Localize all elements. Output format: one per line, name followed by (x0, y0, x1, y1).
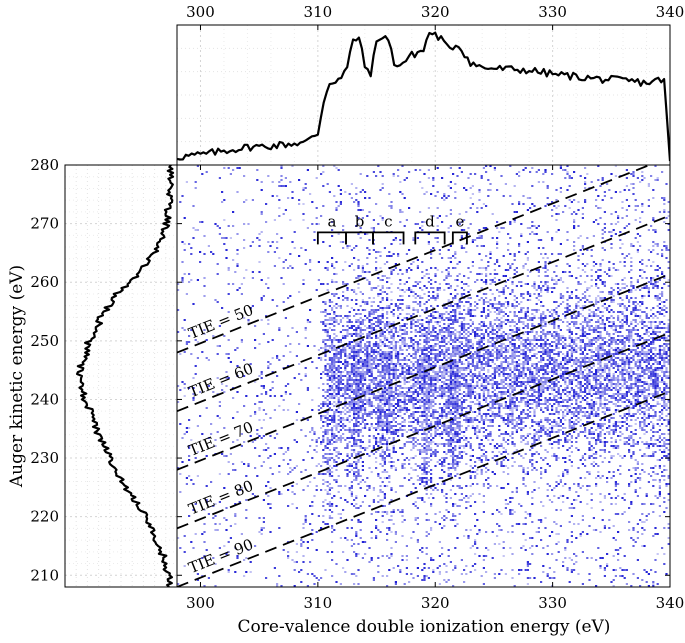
peak-bracket (372, 231, 405, 245)
left-projection-panel (64, 164, 178, 588)
top-x-tick-label: 320 (421, 3, 450, 21)
y-tick-label: 250 (30, 332, 59, 350)
top-panel-frame (176, 24, 671, 166)
peak-bracket (414, 231, 446, 245)
peak-brackets: a b c d e (316, 212, 468, 245)
y-tick-label: 260 (30, 273, 59, 291)
left-panel-grid (65, 164, 177, 587)
top-projection-line (177, 31, 670, 162)
y-tick-label: 210 (30, 566, 59, 584)
heatmap-cells (177, 165, 670, 587)
peak-bracket (451, 231, 468, 245)
bracket-label: b (355, 212, 365, 230)
top-x-tick-label: 300 (186, 3, 215, 21)
top-x-tick-label: 340 (656, 3, 685, 21)
main-y-ticks: 210 220 230 240 250 260 270 280 (30, 156, 670, 584)
y-tick-label: 270 (30, 215, 59, 233)
y-tick-label: 280 (30, 156, 59, 174)
tie-line (177, 165, 652, 354)
y-tick-label: 230 (30, 449, 59, 467)
left-projection-line (76, 165, 175, 587)
top-panel-grid (176, 25, 671, 165)
bracket-label: e (455, 212, 464, 230)
top-x-tick-label: 310 (304, 3, 333, 21)
y-axis-title: Auger kinetic energy (eV) (7, 265, 27, 488)
bracket-label: d (425, 212, 435, 230)
x-tick-label: 300 (186, 594, 215, 612)
x-tick-label: 330 (538, 594, 567, 612)
top-x-ticks: 300 310 320 330 340 (186, 3, 684, 30)
left-panel-frame (64, 164, 178, 588)
tie-line (177, 390, 670, 587)
tie-line (177, 214, 670, 413)
bracket-label: c (384, 212, 392, 230)
y-tick-label: 220 (30, 508, 59, 526)
bracket-label: a (327, 212, 336, 230)
main-x-ticks: 300 310 320 330 340 (186, 165, 684, 612)
y-tick-label: 240 (30, 390, 59, 408)
x-tick-label: 340 (656, 594, 685, 612)
top-x-tick-label: 330 (538, 3, 567, 21)
tie-line (177, 331, 670, 530)
x-tick-label: 320 (421, 594, 450, 612)
x-axis-title: Core-valence double ionization energy (e… (238, 617, 611, 637)
x-tick-label: 310 (304, 594, 333, 612)
top-projection-panel: 300 310 320 330 340 (176, 3, 684, 166)
tie-line (177, 273, 670, 471)
tie-lines (177, 165, 670, 587)
